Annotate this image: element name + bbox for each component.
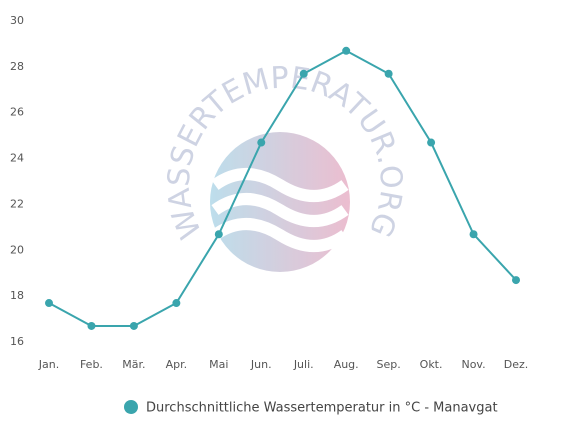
y-tick-label: 26 — [10, 106, 24, 119]
point — [172, 299, 181, 308]
point — [129, 321, 138, 330]
point — [45, 299, 53, 308]
point — [87, 321, 96, 330]
legend-text: Durchschnittliche Wassertemperatur in °C… — [146, 401, 498, 416]
point — [214, 230, 223, 239]
x-tick-label: Nov. — [461, 358, 485, 371]
y-tick-label: 18 — [10, 289, 24, 302]
point — [469, 230, 478, 239]
x-tick-label: Jan. — [38, 358, 59, 371]
point — [427, 138, 436, 147]
y-tick-label: 24 — [10, 152, 24, 165]
point — [299, 69, 308, 78]
x-tick-label: Feb. — [80, 358, 103, 371]
x-tick-label: Apr. — [166, 358, 188, 371]
x-tick-label: Juli. — [293, 358, 314, 371]
legend-marker — [124, 400, 138, 414]
watermark: WASSERTEMPERATUR.ORG — [161, 60, 407, 272]
point — [512, 276, 520, 285]
point — [384, 69, 393, 78]
y-tick-label: 28 — [10, 60, 24, 73]
x-tick-label: Mai — [209, 358, 228, 371]
watermark-logo — [210, 132, 350, 272]
point — [342, 46, 351, 55]
line — [48, 49, 517, 327]
x-tick-label: Dez. — [504, 358, 529, 371]
x-tick-label: Mär. — [122, 358, 145, 371]
y-tick-label: 30 — [10, 14, 24, 27]
x-tick-label: Okt. — [420, 358, 443, 371]
y-tick-label: 22 — [10, 197, 24, 210]
y-tick-label: 20 — [10, 243, 24, 256]
x-tick-label: Aug. — [334, 358, 359, 371]
y-tick-label: 16 — [10, 335, 24, 348]
x-tick-label: Jun. — [250, 358, 272, 371]
x-tick-label: Sep. — [377, 358, 401, 371]
point — [257, 138, 266, 147]
